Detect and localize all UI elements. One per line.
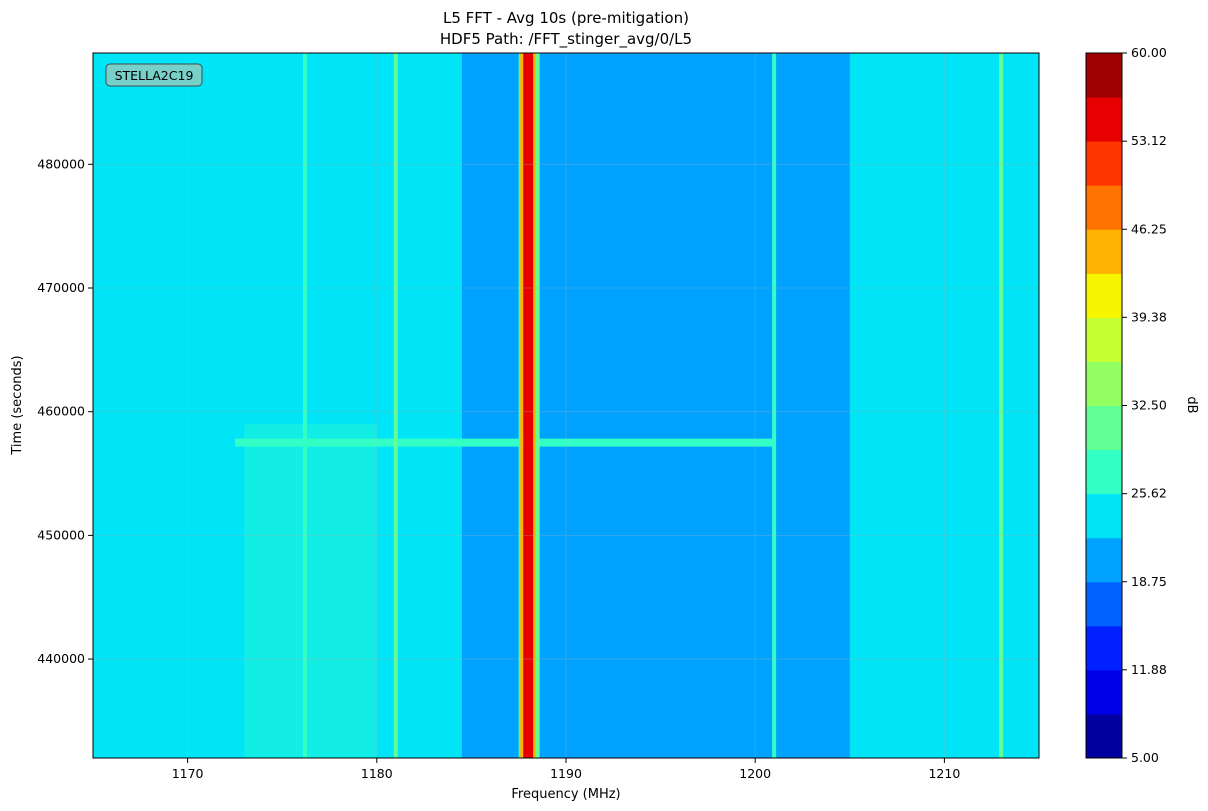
heatmap-line <box>772 53 777 758</box>
colorbar-band <box>1086 625 1122 671</box>
colorbar-bands <box>1086 53 1122 759</box>
y-axis-label: Time (seconds) <box>10 355 25 455</box>
colorbar-tick-label: 32.50 <box>1131 398 1167 413</box>
annotation-box: STELLA2C19 <box>105 63 203 87</box>
colorbar-band <box>1086 97 1122 142</box>
colorbar-tick-label: 46.25 <box>1131 221 1167 236</box>
colorbar-tick-label: 11.88 <box>1131 662 1167 677</box>
colorbar-band <box>1086 53 1122 98</box>
annotation-label: STELLA2C19 <box>115 68 194 83</box>
colorbar-band <box>1086 141 1122 186</box>
x-tick-label: 1190 <box>550 766 582 781</box>
y-tick-label: 440000 <box>37 651 85 666</box>
colorbar-tick-label: 18.75 <box>1131 574 1167 589</box>
heatmap-line <box>535 53 540 758</box>
heatmap-region <box>244 424 377 758</box>
x-axis-label: Frequency (MHz) <box>511 787 620 802</box>
y-tick-label: 470000 <box>37 280 85 295</box>
colorbar-tick-label: 5.00 <box>1131 750 1159 765</box>
heatmap-line <box>302 53 307 758</box>
colorbar-label: dB <box>1184 396 1199 413</box>
colorbar-band <box>1086 229 1122 274</box>
colorbar-band <box>1086 669 1122 715</box>
heatmap-line <box>999 53 1004 758</box>
heatmap-region <box>461 53 775 758</box>
colorbar: 5.00 11.88 18.75 25.62 32.50 39.38 46.25 53.12 6… <box>1085 45 1199 765</box>
colorbar-band <box>1086 713 1122 759</box>
heatmap-line <box>523 53 534 758</box>
colorbar-tick-label: 53.12 <box>1131 133 1167 148</box>
grid-lines <box>93 53 1039 758</box>
y-axis: 440000 450000 460000 470000 480000 <box>37 156 93 666</box>
x-axis: 1170 1180 1190 1200 1210 <box>172 758 960 781</box>
x-tick-label: 1170 <box>172 766 204 781</box>
heatmap-line-edge <box>533 53 537 758</box>
y-tick-label: 480000 <box>37 156 85 171</box>
colorbar-tick-label: 25.62 <box>1131 486 1167 501</box>
x-tick-label: 1210 <box>928 766 960 781</box>
colorbar-band <box>1086 581 1122 627</box>
y-tick-label: 460000 <box>37 404 85 419</box>
y-tick-label: 450000 <box>37 527 85 542</box>
heatmap-layer <box>93 53 1039 758</box>
colorbar-ticks: 5.00 11.88 18.75 25.62 32.50 39.38 46.25 53.12 6… <box>1122 45 1167 765</box>
colorbar-tick-label: 60.00 <box>1131 45 1167 60</box>
heatmap-line <box>393 53 398 758</box>
heatmap-region <box>774 53 850 758</box>
heatmap-line-edge <box>520 53 524 758</box>
heatmap-event <box>234 438 775 447</box>
colorbar-band <box>1086 537 1122 583</box>
colorbar-tick-label: 39.38 <box>1131 309 1167 324</box>
chart-subtitle: HDF5 Path: /FFT_stinger_avg/0/L5 <box>440 30 692 49</box>
colorbar-band <box>1086 449 1122 495</box>
colorbar-band <box>1086 185 1122 230</box>
colorbar-band <box>1086 493 1122 539</box>
x-tick-label: 1200 <box>739 766 771 781</box>
x-tick-label: 1180 <box>361 766 393 781</box>
colorbar-band <box>1086 317 1122 362</box>
colorbar-band <box>1086 405 1122 451</box>
plot-area <box>92 52 1040 759</box>
colorbar-band <box>1086 361 1122 406</box>
colorbar-band <box>1086 273 1122 318</box>
chart-title: L5 FFT - Avg 10s (pre-mitigation) <box>443 9 689 27</box>
